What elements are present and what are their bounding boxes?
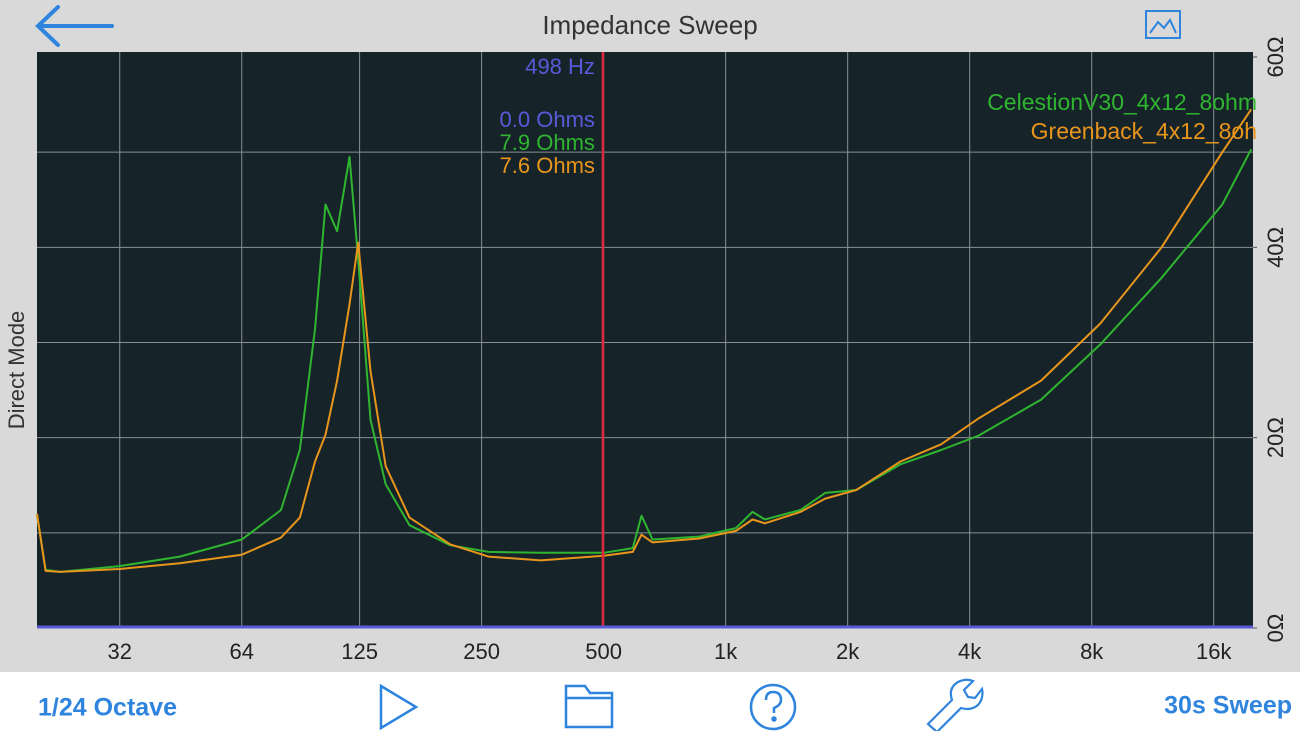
x-tick-label: 4k [958,639,982,664]
help-button[interactable] [749,683,797,731]
x-tick-label: 500 [585,639,622,664]
x-tick-label: 8k [1080,639,1104,664]
y-tick-label: 20Ω [1263,417,1288,458]
help-circle [749,683,797,731]
cursor-frequency: 498 Hz [525,54,595,79]
back-button[interactable] [35,5,114,47]
legend-entry: Greenback_4x12_8oh [1031,118,1257,144]
settings-button[interactable] [926,678,984,731]
image-icon-mountain [1149,18,1177,34]
x-tick-label: 64 [230,639,254,664]
y-tick-label: 0Ω [1263,614,1288,643]
plot-area [37,52,1253,628]
folder-button[interactable] [564,684,614,729]
resolution-button[interactable]: 1/24 Octave [38,694,177,722]
help-glyph [764,690,783,713]
series-line [36,108,1253,573]
x-tick-label: 32 [107,639,131,664]
y-axis-label: Direct Mode [4,311,29,430]
toolbar-bg [0,672,1300,731]
back-arrow [35,5,114,47]
x-tick-label: 16k [1196,639,1232,664]
play-button[interactable] [379,683,419,731]
series-line [36,148,1253,573]
x-tick-label: 125 [341,639,378,664]
x-tick-label: 2k [836,639,860,664]
screen-title: Impedance Sweep [542,10,757,40]
y-tick-label: 40Ω [1263,227,1288,268]
cursor-reading: 7.6 Ohms [500,153,595,178]
help-dot [771,716,777,722]
image-button[interactable] [1145,10,1181,39]
cursor-reading: 0.0 Ohms [500,107,595,132]
cursor-reading: 7.9 Ohms [500,130,595,155]
image-icon-frame [1145,10,1181,39]
y-tick-label: 60Ω [1263,37,1288,78]
legend-entry: CelestionV30_4x12_8ohm [987,89,1257,115]
x-tick-label: 250 [463,639,500,664]
x-tick-label: 1k [714,639,738,664]
sweep-button[interactable]: 30s Sweep [1164,692,1292,720]
